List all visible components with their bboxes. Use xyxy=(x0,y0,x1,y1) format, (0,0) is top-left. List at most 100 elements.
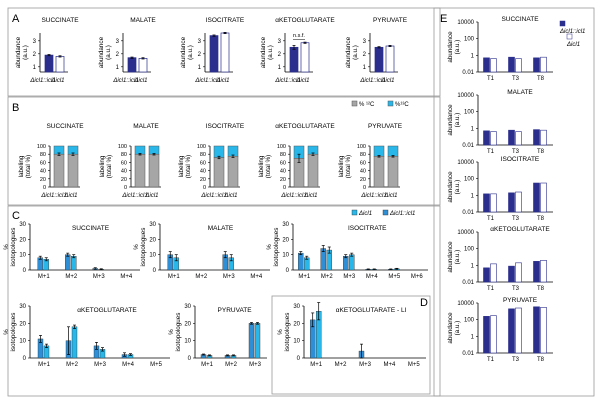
y-tick-label: 1 xyxy=(33,65,37,71)
y-tick-label: 30 xyxy=(184,304,191,310)
y-axis-label: % xyxy=(3,329,10,335)
y-tick-label: 0 xyxy=(283,185,286,191)
y-tick-label: 3 xyxy=(363,39,367,45)
y-axis-label: (a.u.) xyxy=(454,40,461,55)
x-category-label: T8 xyxy=(537,76,545,82)
chart-title: PYRUVATE xyxy=(368,123,403,130)
bar-12c xyxy=(213,157,225,188)
panel-border-inset xyxy=(271,295,431,395)
x-category-label: M+2 xyxy=(225,362,238,368)
bar xyxy=(483,316,490,354)
y-tick-label: 2 xyxy=(363,52,367,58)
y-tick-label: 0.01 xyxy=(462,143,474,149)
x-category-label: M+3 xyxy=(223,274,236,280)
y-axis-label: labeling xyxy=(18,155,25,177)
x-category-label: M+5 xyxy=(150,362,163,368)
y-axis-label: abundance xyxy=(98,36,105,68)
bar xyxy=(515,191,522,213)
x-category-label: Δicl1::icl1 xyxy=(274,78,300,84)
bar xyxy=(55,56,65,73)
x-category-label: M+3 xyxy=(343,274,356,280)
y-tick-label: 1 xyxy=(471,193,475,199)
x-category-label: M+6 xyxy=(411,274,424,280)
bar xyxy=(127,57,137,73)
y-tick-label: 0.01 xyxy=(462,351,474,357)
bar xyxy=(540,56,547,73)
y-tick-label: 10 xyxy=(19,253,26,259)
bar-12c xyxy=(373,156,385,188)
legend-swatch-e1 xyxy=(559,20,566,27)
y-tick-label: 0 xyxy=(43,185,46,191)
y-tick-label: 30 xyxy=(19,222,26,228)
panel-letter-a: A xyxy=(12,13,20,25)
y-tick-label: 100 xyxy=(464,318,475,324)
significance-note: n.s.f. xyxy=(293,33,305,39)
panel-border xyxy=(433,7,595,397)
y-axis-label: isotopologues xyxy=(10,313,17,352)
chart-title: αKETOGLUTARATE xyxy=(77,307,137,314)
bar xyxy=(508,56,515,73)
x-category-label: Δicl1 xyxy=(133,78,147,84)
bar-13c xyxy=(213,145,225,158)
bar-12c xyxy=(67,153,79,188)
y-tick-label: 40 xyxy=(200,169,206,175)
y-tick-label: 100 xyxy=(464,247,475,253)
y-axis-label: labeling xyxy=(338,155,345,177)
legend-label-13c: %¹³C xyxy=(395,102,409,108)
bar xyxy=(533,129,540,146)
x-category-label: M+4 xyxy=(122,362,135,368)
y-axis-label: abundance xyxy=(447,241,454,273)
x-category-label: M+5 xyxy=(388,274,401,280)
legend-swatch-12c xyxy=(351,100,358,107)
y-tick-label: 40 xyxy=(360,169,366,175)
x-category-label: M+3 xyxy=(94,362,107,368)
y-axis-label: abundance xyxy=(260,36,267,68)
x-category-label: Δicl1 xyxy=(144,193,158,199)
y-tick-label: 80 xyxy=(40,152,46,158)
bar xyxy=(298,252,304,271)
y-tick-label: 3 xyxy=(33,39,37,45)
x-category-label: Δicl1::icl1 xyxy=(280,193,306,199)
y-axis-label: (a.u.) xyxy=(454,180,461,195)
chart-title: PYRUVATE xyxy=(503,297,538,304)
chart-d-aketoglutarate-li: 0 10 20 30% isotopologues M+1 M+2 M+3 M+4 M+5 αKET… xyxy=(277,302,426,368)
y-tick-label: 0 xyxy=(23,356,27,362)
chart-c-isocitrate: 0 10 20 30% isotopologues M+1 M+2 M+3 M+4 M+5 M+6 I… xyxy=(266,222,428,280)
bar-12c xyxy=(227,156,239,188)
bar-12c xyxy=(387,156,399,188)
chart-b-succinate: SUCCINATE 0 20 40 60 80 100 labeling (total %) Δi… xyxy=(18,123,84,199)
panel-letter-e: E xyxy=(440,13,447,25)
bar xyxy=(220,32,230,73)
bar xyxy=(483,130,490,146)
x-category-label: Δicl1::icl1 xyxy=(200,193,226,199)
y-tick-label: 0.01 xyxy=(462,210,474,216)
bar-12c xyxy=(53,153,65,188)
y-tick-label: 10000 xyxy=(457,301,474,307)
chart-title: MALATE xyxy=(208,225,234,232)
y-axis-label: (total %) xyxy=(265,155,272,178)
bar xyxy=(490,58,497,73)
bar xyxy=(540,129,547,146)
y-tick-label: 20 xyxy=(121,177,127,183)
bar xyxy=(490,315,497,354)
y-axis-label: % xyxy=(266,244,273,250)
bar xyxy=(515,131,522,146)
bar xyxy=(71,256,77,271)
y-tick-label: 80 xyxy=(280,152,286,158)
legend-label-12c: % ¹²C xyxy=(359,102,375,108)
x-category-label: M+1 xyxy=(38,274,51,280)
y-tick-label: 0 xyxy=(286,268,290,274)
bar xyxy=(44,54,54,73)
x-category-label: Δicl1::icl1 xyxy=(121,193,147,199)
y-tick-label: 3 xyxy=(116,39,120,45)
bar xyxy=(508,192,515,213)
chart-title: ISOCITRATE xyxy=(348,225,387,232)
y-tick-label: 80 xyxy=(200,152,206,158)
chart-title: ISOCITRATE xyxy=(501,156,540,163)
y-tick-label: 20 xyxy=(293,321,300,327)
y-axis-label: % xyxy=(277,329,284,335)
